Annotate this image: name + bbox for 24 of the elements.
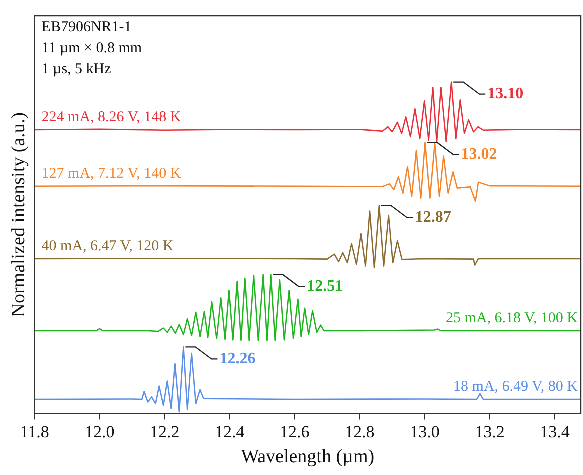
- annotation: 13.10: [488, 85, 524, 102]
- x-tick-label: 12.0: [84, 422, 115, 442]
- annotation: 12.87: [415, 209, 452, 226]
- series-label: 18 mA, 6.49 V, 80 K: [454, 378, 578, 395]
- x-tick-label: 13.0: [410, 422, 440, 442]
- text: EB7906NR1-1: [42, 19, 132, 36]
- x-axis-title: Wavelength (µm): [241, 446, 375, 468]
- x-tick-label: 13.2: [475, 422, 505, 442]
- annotation: 12.51: [307, 278, 344, 296]
- x-tick-label: 12.4: [214, 422, 246, 442]
- y-axis-title: Normalized intensity (a.u.): [8, 112, 30, 318]
- text: 11 µm × 0.8 mm: [42, 40, 142, 56]
- annotation: 12.26: [220, 350, 256, 368]
- series-label: 25 mA, 6.18 V, 100 K: [446, 310, 578, 326]
- x-tick-label: 12.6: [280, 422, 310, 442]
- x-tick-label: 12.2: [150, 422, 180, 442]
- text: 1 µs, 5 kHz: [42, 61, 112, 78]
- series-label: 224 mA, 8.26 V, 148 K: [42, 109, 182, 126]
- series-label: 40 mA, 6.47 V, 120 K: [42, 238, 174, 254]
- x-tick-label: 13.4: [540, 422, 570, 442]
- x-tick-label: 11.8: [20, 422, 50, 442]
- annotation: 13.02: [461, 146, 498, 163]
- series-label: 127 mA, 7.12 V, 140 K: [42, 166, 182, 182]
- x-tick-label: 12.8: [345, 422, 375, 442]
